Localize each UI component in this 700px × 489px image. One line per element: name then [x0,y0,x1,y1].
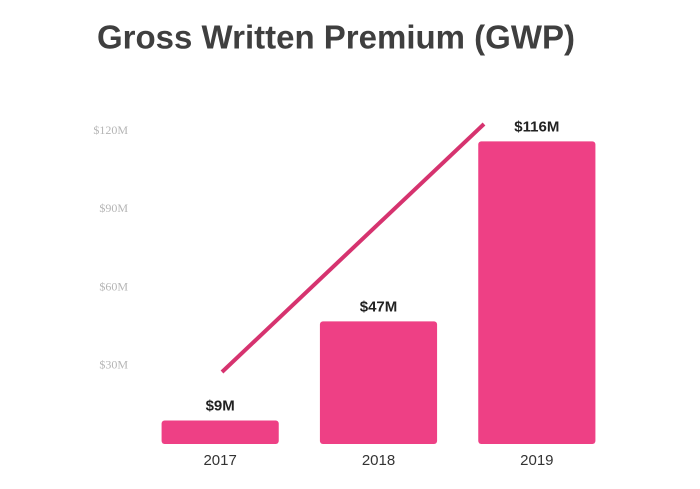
y-tick-label: $60M [99,279,128,293]
chart-title: Gross Written Premium (GWP) [97,19,575,56]
value-label: $47M [360,298,398,315]
bar [161,420,279,444]
y-tick-label: $30M [99,358,128,372]
x-tick-label: 2019 [520,452,553,469]
value-label: $116M [514,118,559,135]
bar [319,321,438,444]
y-tick-label: $90M [99,201,128,215]
x-tick-label: 2018 [362,452,395,469]
x-tick-label: 2017 [203,452,236,469]
y-tick-label: $120M [93,123,128,137]
bar [478,141,596,444]
value-label: $9M [206,397,235,414]
trend-line [220,122,486,374]
